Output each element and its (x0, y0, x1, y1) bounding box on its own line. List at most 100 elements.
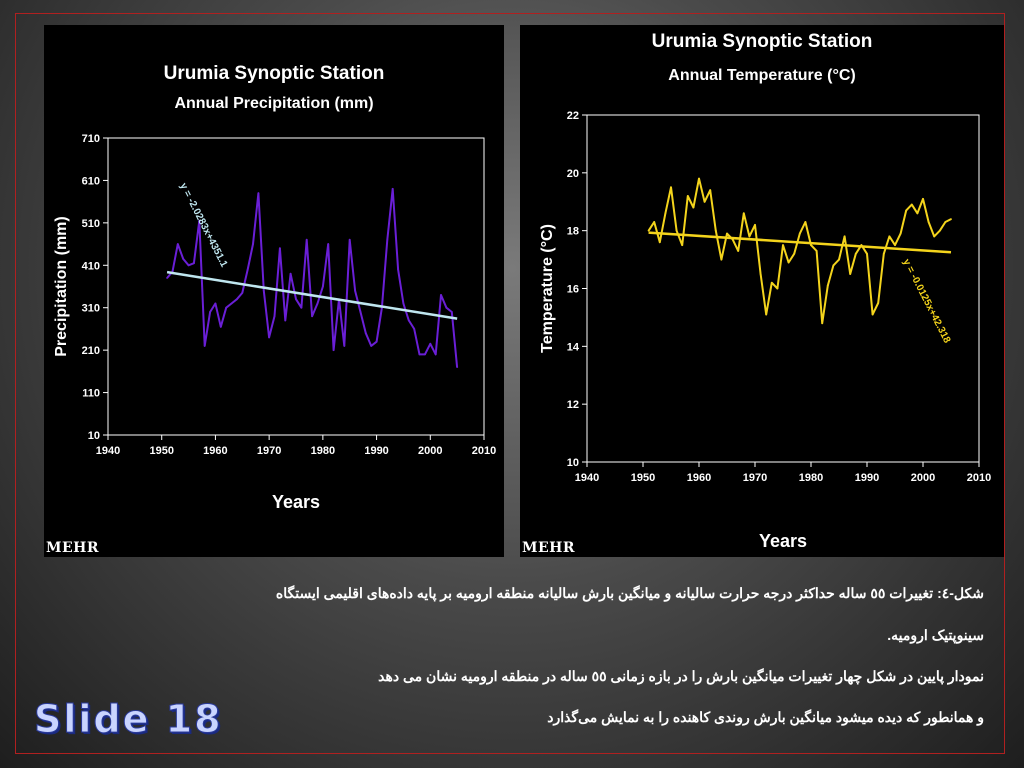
data-point (391, 188, 394, 190)
data-point (359, 311, 362, 313)
data-point (321, 285, 324, 288)
data-point (698, 177, 700, 180)
data-point (726, 232, 728, 235)
data-point (166, 277, 168, 279)
caption-line-1: شکل-٤: تغییرات ٥٥ ساله حداکثر درجه حرارت… (275, 585, 984, 601)
data-point (332, 349, 335, 352)
data-point (653, 221, 656, 223)
data-point (252, 243, 254, 245)
y-axis-label: Precipitation (mm) (53, 216, 70, 356)
data-point (273, 315, 276, 318)
mehr-watermark: MEHR (46, 540, 100, 556)
y-tick-label: 18 (567, 226, 579, 238)
data-point (681, 244, 684, 247)
data-point (832, 264, 835, 267)
temperature-chart: 10 12 14 16 18 20 22 1940 1950 1960 1970 1980 1990 20… (539, 110, 991, 551)
data-series-line (647, 177, 952, 325)
data-point (289, 272, 292, 275)
data-point (193, 262, 195, 265)
data-point (737, 250, 740, 252)
y-tick-label: 710 (82, 133, 100, 145)
data-point (882, 252, 885, 255)
data-point (782, 244, 784, 247)
data-point (849, 273, 852, 275)
data-point (445, 306, 448, 309)
slide-frame (15, 13, 1005, 754)
data-point (944, 221, 947, 223)
data-point (364, 332, 367, 335)
data-point (754, 223, 756, 226)
data-point (793, 252, 796, 255)
x-tick-label: 1970 (743, 472, 767, 484)
data-point (262, 289, 265, 292)
data-point (397, 268, 399, 271)
x-tick-label: 2010 (472, 445, 496, 457)
data-point (658, 241, 661, 244)
x-tick-label: 1990 (855, 472, 879, 484)
data-point (354, 289, 356, 292)
y-tick-label: 410 (82, 260, 100, 272)
data-point (933, 235, 936, 238)
data-point (343, 345, 346, 347)
y-tick-label: 10 (567, 457, 579, 469)
data-point (225, 306, 228, 309)
data-point (424, 353, 426, 356)
data-point (348, 238, 351, 241)
x-tick-label: 1990 (364, 445, 388, 457)
caption-line-3: نمودار پایین در شکل چهار تغییرات میانگین… (378, 668, 984, 684)
data-point (927, 221, 930, 223)
data-point (916, 212, 919, 215)
data-point (268, 336, 271, 339)
trend-equation-label: y = -0.0125x+42.318 (900, 257, 952, 345)
data-point (664, 212, 667, 215)
data-point (670, 186, 672, 189)
x-tick-label: 1970 (257, 445, 281, 457)
data-point (748, 235, 751, 238)
chart-subtitle: Annual Temperature (°C) (668, 67, 856, 84)
caption-line-2: سینوپتیک ارومیه. (887, 627, 984, 643)
mehr-watermark: MEHR (522, 540, 576, 556)
data-point (759, 273, 762, 275)
y-tick-label: 22 (567, 110, 579, 122)
x-tick-label: 1960 (203, 445, 227, 457)
data-point (905, 209, 908, 212)
data-point (720, 258, 723, 261)
data-point (402, 302, 405, 305)
data-point (198, 219, 201, 222)
data-point (316, 302, 319, 305)
trend-line (166, 270, 458, 320)
y-axis-label: Temperature (°C) (539, 224, 556, 353)
data-point (854, 252, 857, 255)
data-point (888, 235, 891, 238)
data-point (284, 319, 287, 322)
data-point (456, 366, 459, 369)
data-point (440, 294, 442, 296)
data-point (413, 328, 416, 330)
trend-equation-label: y = -2.0283x+4351.1 (177, 181, 229, 269)
data-point (866, 252, 868, 255)
data-point (209, 311, 211, 313)
data-point (950, 218, 952, 221)
data-point (236, 298, 238, 301)
x-tick-label: 1980 (799, 472, 823, 484)
data-point (776, 287, 779, 290)
caption-line-4: و همانطور که دیده میشود میانگین بارش رون… (547, 709, 984, 725)
trend-line (648, 231, 952, 254)
x-tick-label: 1940 (96, 445, 120, 457)
data-point (386, 238, 389, 241)
data-point (219, 325, 222, 328)
y-tick-label: 14 (567, 341, 580, 353)
data-point (295, 298, 297, 301)
y-tick-label: 510 (82, 218, 100, 230)
x-tick-label: 1950 (149, 445, 173, 457)
data-point (709, 189, 712, 192)
data-point (246, 268, 249, 271)
data-point (871, 313, 874, 316)
data-point (703, 200, 706, 203)
x-tick-label: 1960 (687, 472, 711, 484)
data-point (203, 345, 206, 347)
x-tick-label: 2000 (418, 445, 442, 457)
data-point (922, 197, 924, 200)
data-point (894, 244, 896, 247)
data-point (450, 311, 453, 313)
